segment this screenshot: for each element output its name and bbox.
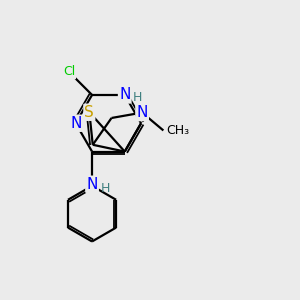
Text: CH₃: CH₃ (166, 124, 189, 137)
Text: S: S (85, 105, 94, 120)
Text: N: N (136, 105, 148, 120)
Text: H: H (101, 182, 110, 195)
Text: H: H (133, 91, 142, 104)
Text: Cl: Cl (63, 65, 75, 78)
Text: N: N (70, 116, 81, 131)
Text: N: N (119, 87, 130, 102)
Text: N: N (86, 177, 98, 192)
